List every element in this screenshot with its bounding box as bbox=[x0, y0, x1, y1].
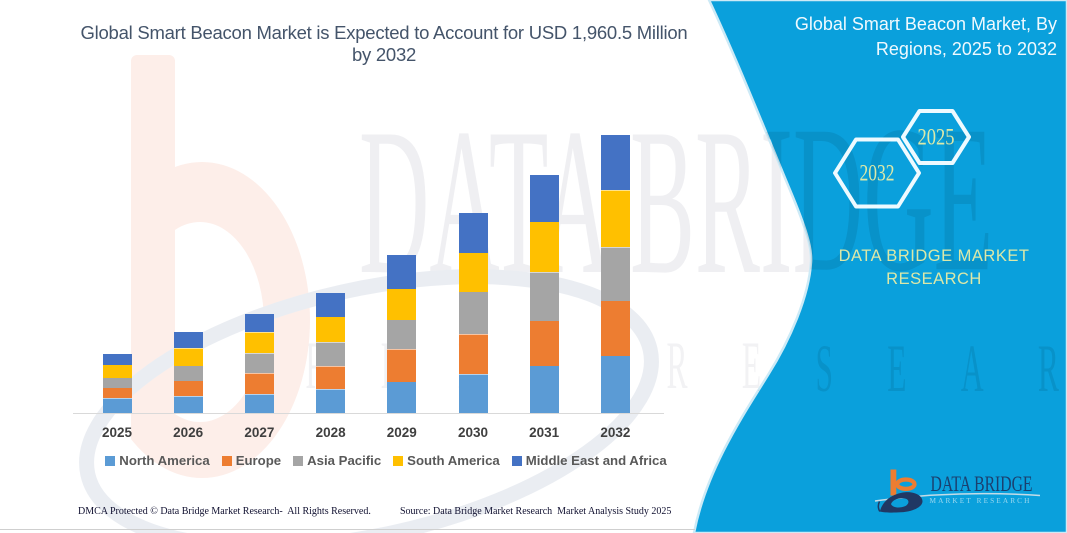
svg-text:2032: 2032 bbox=[860, 161, 895, 187]
svg-text:DATA BRIDGE: DATA BRIDGE bbox=[931, 471, 1033, 496]
svg-text:MARKET RESEARCH: MARKET RESEARCH bbox=[930, 497, 1032, 505]
svg-text:2025: 2025 bbox=[918, 125, 955, 151]
